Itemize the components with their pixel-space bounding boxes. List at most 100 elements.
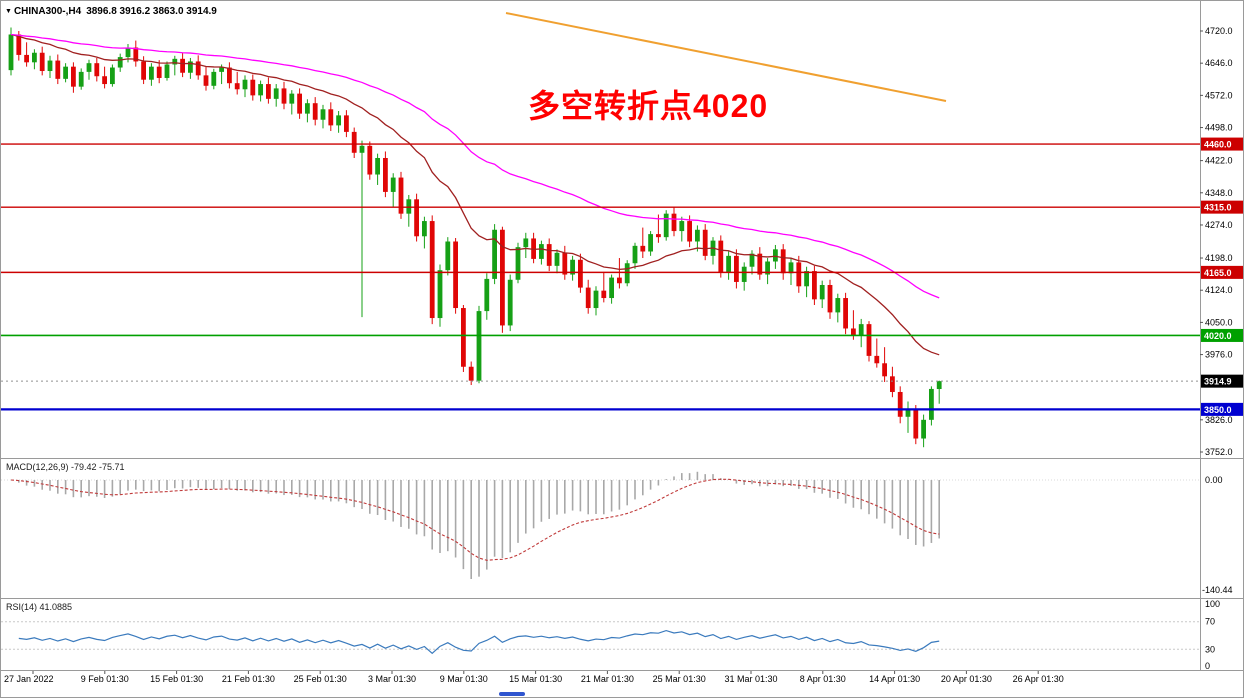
candle-body xyxy=(804,271,809,287)
rsi-indicator-label: RSI(14) 41.0885 xyxy=(6,602,73,612)
candle-body xyxy=(843,298,848,329)
price-badge-label: 4020.0 xyxy=(1204,331,1232,341)
time-tick-label: 25 Feb 01:30 xyxy=(294,674,347,684)
candle-body xyxy=(632,245,638,264)
price-tick-label: 3826.0 xyxy=(1205,415,1233,425)
candle-body xyxy=(188,61,193,73)
time-tick-label: 31 Mar 01:30 xyxy=(724,674,777,684)
candle-body xyxy=(281,88,287,104)
candle-body xyxy=(718,240,724,272)
candle-body xyxy=(258,84,263,96)
time-tick-label: 9 Mar 01:30 xyxy=(440,674,488,684)
candle-body xyxy=(515,247,521,280)
candle-body xyxy=(227,67,232,84)
symbol-collapse-icon[interactable]: ▼ xyxy=(5,8,12,15)
candle-body xyxy=(125,47,131,58)
price-tick-label: 4422.0 xyxy=(1205,156,1233,166)
candle-body xyxy=(936,381,942,390)
candle-body xyxy=(367,145,373,175)
candle-body xyxy=(359,145,365,153)
price-tick-label: 4498.0 xyxy=(1205,123,1233,133)
candle-body xyxy=(312,103,318,120)
candle-body xyxy=(383,157,388,192)
candle-body xyxy=(812,271,817,300)
candle-body xyxy=(757,253,763,275)
candle-body xyxy=(320,109,326,120)
time-tick-label: 15 Feb 01:30 xyxy=(150,674,203,684)
candle-body xyxy=(507,279,513,326)
rsi-axis-label: 100 xyxy=(1205,599,1220,609)
time-tick-label: 26 Apr 01:30 xyxy=(1013,674,1064,684)
candle-body xyxy=(585,287,591,309)
price-tick-label: 4348.0 xyxy=(1205,188,1233,198)
candle-body xyxy=(437,270,443,319)
candle-body xyxy=(546,244,552,266)
rsi-axis-label: 70 xyxy=(1205,617,1215,627)
lines-layer xyxy=(1,12,1200,411)
candle-body xyxy=(819,284,825,300)
candle-body xyxy=(71,66,76,87)
candle-body xyxy=(858,324,864,336)
candle-body xyxy=(679,221,685,232)
candle-body xyxy=(741,266,747,282)
candle-body xyxy=(110,67,115,85)
candle-body xyxy=(624,263,630,284)
candle-body xyxy=(921,419,926,439)
candle-body xyxy=(297,93,302,114)
trendline[interactable] xyxy=(505,12,947,102)
candle-body xyxy=(827,284,833,313)
time-tick-label: 21 Feb 01:30 xyxy=(222,674,275,684)
ma-fast-line[interactable] xyxy=(10,33,940,356)
candle-body xyxy=(203,75,209,86)
scrollbar-thumb[interactable] xyxy=(499,692,525,696)
macd-axis-label: -140.44 xyxy=(1202,585,1233,595)
time-tick-label: 25 Mar 01:30 xyxy=(653,674,706,684)
candle-body xyxy=(102,76,107,85)
candle-body xyxy=(695,229,700,242)
ma-slow-line[interactable] xyxy=(10,33,940,299)
candle-body xyxy=(656,234,661,238)
candle-body xyxy=(897,391,903,417)
time-tick-label: 20 Apr 01:30 xyxy=(941,674,992,684)
price-badge-label: 3914.9 xyxy=(1204,377,1232,387)
candle-body xyxy=(593,290,599,309)
candle-body xyxy=(164,64,170,78)
candle-body xyxy=(484,278,490,312)
price-badge-label: 4165.0 xyxy=(1204,268,1232,278)
time-tick-label: 14 Apr 01:30 xyxy=(869,674,920,684)
candle-body xyxy=(180,58,185,73)
candle-body xyxy=(734,255,739,282)
annotation-text[interactable]: 多空转折点4020 xyxy=(528,88,769,124)
price-badge: 3850.0 xyxy=(1201,402,1243,416)
price-tick-label: 4646.0 xyxy=(1205,58,1233,68)
candle-body xyxy=(905,409,911,417)
price-badge-label: 4315.0 xyxy=(1204,203,1232,213)
macd-axis-label: 0.00 xyxy=(1205,475,1223,485)
price-badge: 3914.9 xyxy=(1201,374,1243,388)
candle-body xyxy=(429,221,435,319)
candle-body xyxy=(414,199,419,237)
time-axis[interactable]: 27 Jan 2022 9 Feb 01:30 15 Feb 01:30 21 Feb… xyxy=(4,671,1064,684)
candle-body xyxy=(398,177,404,214)
candle-body xyxy=(453,241,458,309)
candle-body xyxy=(765,261,770,275)
candle-body xyxy=(172,58,178,65)
rsi-axis-label: 0 xyxy=(1205,661,1210,671)
candle-body xyxy=(671,213,677,232)
candle-body xyxy=(562,252,568,275)
candle-body xyxy=(461,308,466,367)
candle-body xyxy=(336,115,341,126)
price-axis[interactable]: 4720.0 4646.0 4572.0 4498.0 4422.0 4348.0 4274… xyxy=(1200,26,1244,671)
candle-body xyxy=(266,84,271,99)
price-tick-label: 4124.0 xyxy=(1205,285,1233,295)
candle-body xyxy=(554,252,560,266)
candle-body xyxy=(273,88,279,99)
candle-body xyxy=(687,221,692,242)
candle-body xyxy=(617,277,622,284)
candle-body xyxy=(375,157,380,175)
candle-body xyxy=(500,229,505,326)
candle-body xyxy=(63,66,68,79)
candle-body xyxy=(531,238,536,259)
price-badge-label: 3850.0 xyxy=(1204,405,1232,415)
